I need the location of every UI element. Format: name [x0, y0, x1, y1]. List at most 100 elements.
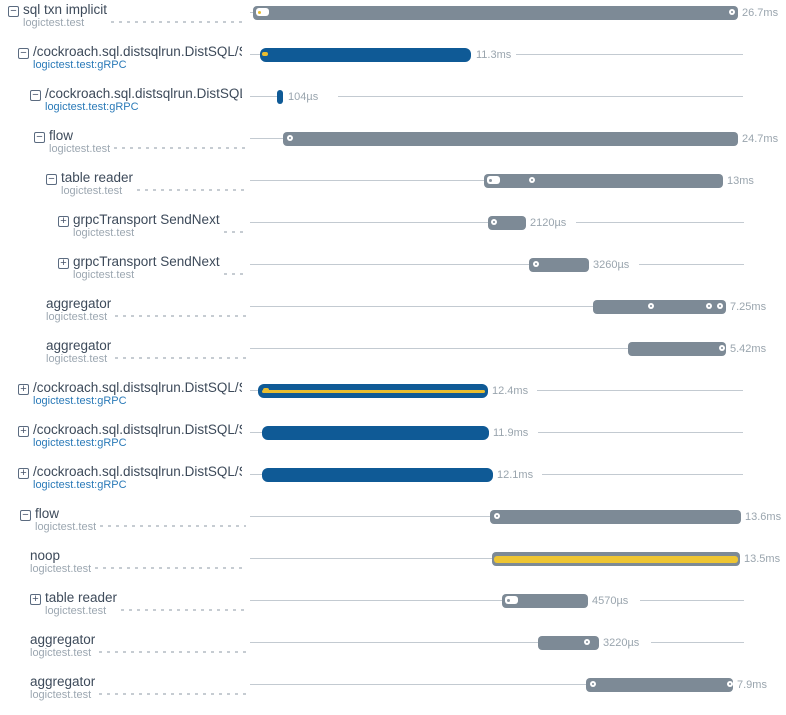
span-title: aggregator [30, 633, 96, 647]
span-bar[interactable] [538, 636, 599, 650]
span-label: aggregator logictest.test [0, 337, 111, 365]
span-titles: aggregator logictest.test [46, 297, 111, 323]
lead-line [250, 264, 529, 265]
span-bar[interactable] [283, 132, 738, 146]
collapse-icon[interactable]: − [30, 90, 41, 101]
span-marker-dot [719, 345, 725, 351]
span-track: 13.6ms [250, 505, 786, 547]
span-subtitle: logictest.test [49, 143, 111, 155]
span-label-area: aggregator logictest.test [0, 631, 250, 673]
span-titles: /cockroach.sql.distsqlrun.DistSQL/S logi… [45, 87, 242, 113]
span-label-area: − flow logictest.test [0, 127, 250, 169]
span-label: − flow logictest.test [0, 505, 96, 533]
collapse-icon[interactable]: − [8, 6, 19, 17]
collapse-icon[interactable]: − [46, 174, 57, 185]
span-bar[interactable] [258, 384, 488, 398]
span-label-area: aggregator logictest.test [0, 295, 250, 337]
span-track: 13.5ms [250, 547, 786, 589]
span-label-area: + grpcTransport SendNext logictest.test [0, 211, 250, 253]
dashed-leader [115, 315, 246, 317]
span-title: noop [30, 549, 61, 563]
marker-center-dot [258, 10, 261, 14]
collapse-icon[interactable]: − [20, 510, 31, 521]
span-bar[interactable] [277, 90, 283, 104]
span-marker-ydash [263, 388, 269, 392]
collapse-icon[interactable]: − [34, 132, 45, 143]
span-bar[interactable] [593, 300, 726, 314]
marker-center-dot [721, 347, 723, 349]
lead-line [250, 54, 260, 55]
lead-line [250, 96, 277, 97]
expand-icon[interactable]: + [18, 426, 29, 437]
span-marker-dot [533, 261, 539, 267]
span-row-13: noop logictest.test 13.5ms [0, 547, 786, 589]
span-label-area: − /cockroach.sql.distsqlrun.DistSQL/S lo… [0, 85, 250, 127]
span-marker-dot [717, 303, 723, 309]
span-bar[interactable] [260, 48, 471, 62]
span-row-7: aggregator logictest.test 7.25ms [0, 295, 786, 337]
lead-line [250, 180, 484, 181]
span-track: 11.9ms [250, 421, 786, 463]
expand-icon[interactable]: + [18, 468, 29, 479]
span-marker-dot [727, 681, 733, 687]
span-label-area: + grpcTransport SendNext logictest.test [0, 253, 250, 295]
span-label-area: aggregator logictest.test [0, 673, 250, 715]
marker-center-dot [586, 641, 588, 643]
duration-label: 11.9ms [493, 427, 529, 439]
span-titles: table reader logictest.test [45, 591, 117, 617]
after-line [537, 390, 743, 391]
span-titles: /cockroach.sql.distsqlrun.DistSQL/Set lo… [33, 423, 242, 449]
marker-center-dot [731, 11, 733, 13]
span-bar[interactable] [484, 174, 723, 188]
duration-label: 2120µs [530, 217, 567, 229]
dashed-leader [95, 567, 246, 569]
span-label-area: noop logictest.test [0, 547, 250, 589]
marker-center-dot [507, 598, 510, 602]
expand-icon[interactable]: + [30, 594, 41, 605]
span-title: /cockroach.sql.distsqlrun.DistSQL/Set [33, 381, 242, 395]
expand-icon[interactable]: + [58, 216, 69, 227]
duration-label: 3260µs [593, 259, 630, 271]
span-row-16: aggregator logictest.test 7.9ms [0, 673, 786, 715]
span-row-6: + grpcTransport SendNext logictest.test … [0, 253, 786, 295]
span-bar[interactable] [502, 594, 588, 608]
span-title: flow [49, 129, 74, 143]
duration-label: 3220µs [603, 637, 640, 649]
expand-icon[interactable]: + [18, 384, 29, 395]
collapse-icon[interactable]: − [18, 48, 29, 59]
span-bar[interactable] [490, 510, 741, 524]
span-track: 7.25ms [250, 295, 786, 337]
span-label-area: aggregator logictest.test [0, 337, 250, 379]
after-line [576, 222, 744, 223]
span-marker-dot [491, 219, 497, 225]
span-subtitle: logictest.test:gRPC [33, 59, 127, 71]
after-line [542, 474, 743, 475]
span-track: 26.7ms [250, 1, 786, 43]
span-bar[interactable] [262, 468, 493, 482]
span-bar[interactable] [488, 216, 526, 230]
span-bar[interactable] [628, 342, 726, 356]
child-span-stripe [494, 555, 738, 563]
span-track: 3220µs [250, 631, 786, 673]
span-subtitle: logictest.test [35, 521, 97, 533]
dashed-leader [114, 147, 246, 149]
span-label: + /cockroach.sql.distsqlrun.DistSQL/Set … [0, 463, 242, 491]
span-bar[interactable] [262, 426, 489, 440]
expand-icon[interactable]: + [58, 258, 69, 269]
span-label: noop logictest.test [0, 547, 91, 575]
span-bar[interactable] [529, 258, 589, 272]
span-title: /cockroach.sql.distsqlrun.DistSQL/S [45, 87, 242, 101]
span-bar[interactable] [253, 6, 738, 20]
span-title: /cockroach.sql.distsqlrun.DistSQL/Set [33, 423, 242, 437]
marker-center-dot [719, 305, 721, 307]
span-track: 24.7ms [250, 127, 786, 169]
span-bar[interactable] [492, 552, 740, 566]
span-bar[interactable] [586, 678, 733, 692]
span-track: 3260µs [250, 253, 786, 295]
duration-label: 7.25ms [730, 301, 767, 313]
span-row-11: + /cockroach.sql.distsqlrun.DistSQL/Set … [0, 463, 786, 505]
span-row-1: − /cockroach.sql.distsqlrun.DistSQL/Set … [0, 43, 786, 85]
lead-line [250, 348, 628, 349]
span-track: 12.4ms [250, 379, 786, 421]
lead-line [250, 390, 258, 391]
